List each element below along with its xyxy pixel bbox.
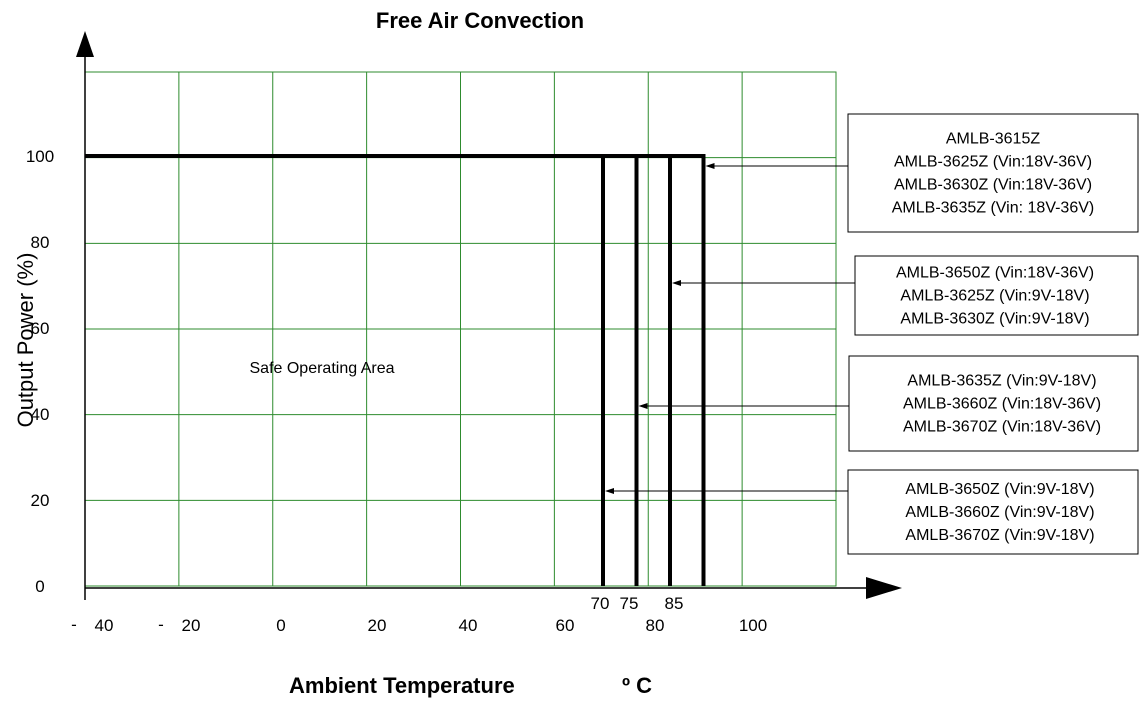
x-tick-label: 80 — [646, 616, 665, 635]
model-label: AMLB-3625Z (Vin:18V-36V) — [894, 154, 1092, 171]
derating-curve — [85, 154, 706, 586]
y-tick-label: 20 — [31, 491, 50, 510]
leader-arrow — [638, 403, 648, 409]
model-label: AMLB-3615Z — [946, 131, 1040, 148]
x-tick-labels: -40-20 0 20 40 60 80 100 — [71, 615, 767, 635]
x-tick-label: 100 — [739, 616, 767, 635]
y-axis-title: Output Power (%) — [13, 253, 38, 428]
model-annotations: AMLB-3615Z AMLB-3625Z (Vin:18V-36V) AMLB-3… — [605, 113, 1139, 555]
y-tick-label: 0 — [35, 577, 44, 596]
model-label: AMLB-3635Z (Vin:9V-18V) — [907, 373, 1096, 390]
model-label: AMLB-3635Z (Vin: 18V-36V) — [892, 200, 1094, 217]
derating-curves — [85, 154, 706, 586]
y-tick-label: 40 — [31, 405, 50, 424]
model-box — [847, 113, 1139, 233]
x-axis-arrow — [866, 577, 902, 599]
model-label: AMLB-3660Z (Vin:9V-18V) — [905, 504, 1094, 521]
y-axis-arrow — [76, 31, 94, 57]
plot-grid — [84, 71, 837, 587]
x-tick-dash: - — [158, 615, 164, 634]
model-label: AMLB-3630Z (Vin:18V-36V) — [894, 177, 1092, 194]
model-box — [848, 355, 1139, 452]
model-box — [847, 469, 1139, 555]
derating-tick-label: 75 — [620, 594, 639, 613]
model-box — [854, 255, 1139, 336]
leader-arrow — [705, 163, 715, 169]
x-axis-title: Ambient Temperature — [289, 673, 515, 698]
model-label: AMLB-3630Z (Vin:9V-18V) — [900, 311, 1089, 328]
safe-area-label: Safe Operating Area — [250, 360, 395, 377]
derating-tick-labels: 70 75 85 — [591, 594, 684, 613]
x-tick-label: 20 — [368, 616, 387, 635]
y-tick-labels: 0 20 40 60 80 100 — [26, 147, 54, 596]
model-label: AMLB-3625Z (Vin:9V-18V) — [900, 288, 1089, 305]
derating-tick-label: 70 — [591, 594, 610, 613]
x-tick-label: 40 — [95, 616, 114, 635]
model-label: AMLB-3650Z (Vin:9V-18V) — [905, 481, 1094, 498]
model-label: AMLB-3670Z (Vin:18V-36V) — [903, 419, 1101, 436]
model-label: AMLB-3670Z (Vin:9V-18V) — [905, 527, 1094, 544]
x-tick-label: 40 — [459, 616, 478, 635]
y-tick-label: 100 — [26, 147, 54, 166]
x-tick-label: 60 — [556, 616, 575, 635]
leader-arrow — [605, 488, 614, 494]
leader-arrow — [672, 280, 681, 286]
chart-title: Free Air Convection — [376, 8, 584, 33]
y-tick-label: 60 — [31, 319, 50, 338]
model-label: AMLB-3660Z (Vin:18V-36V) — [903, 396, 1101, 413]
x-tick-label: 0 — [276, 616, 285, 635]
x-tick-dash: - — [71, 615, 77, 634]
x-axis-unit: º C — [622, 673, 652, 698]
x-tick-label: 20 — [182, 616, 201, 635]
model-label: AMLB-3650Z (Vin:18V-36V) — [896, 265, 1094, 282]
axes — [76, 31, 902, 600]
derating-tick-label: 85 — [665, 594, 684, 613]
y-tick-label: 80 — [31, 233, 50, 252]
